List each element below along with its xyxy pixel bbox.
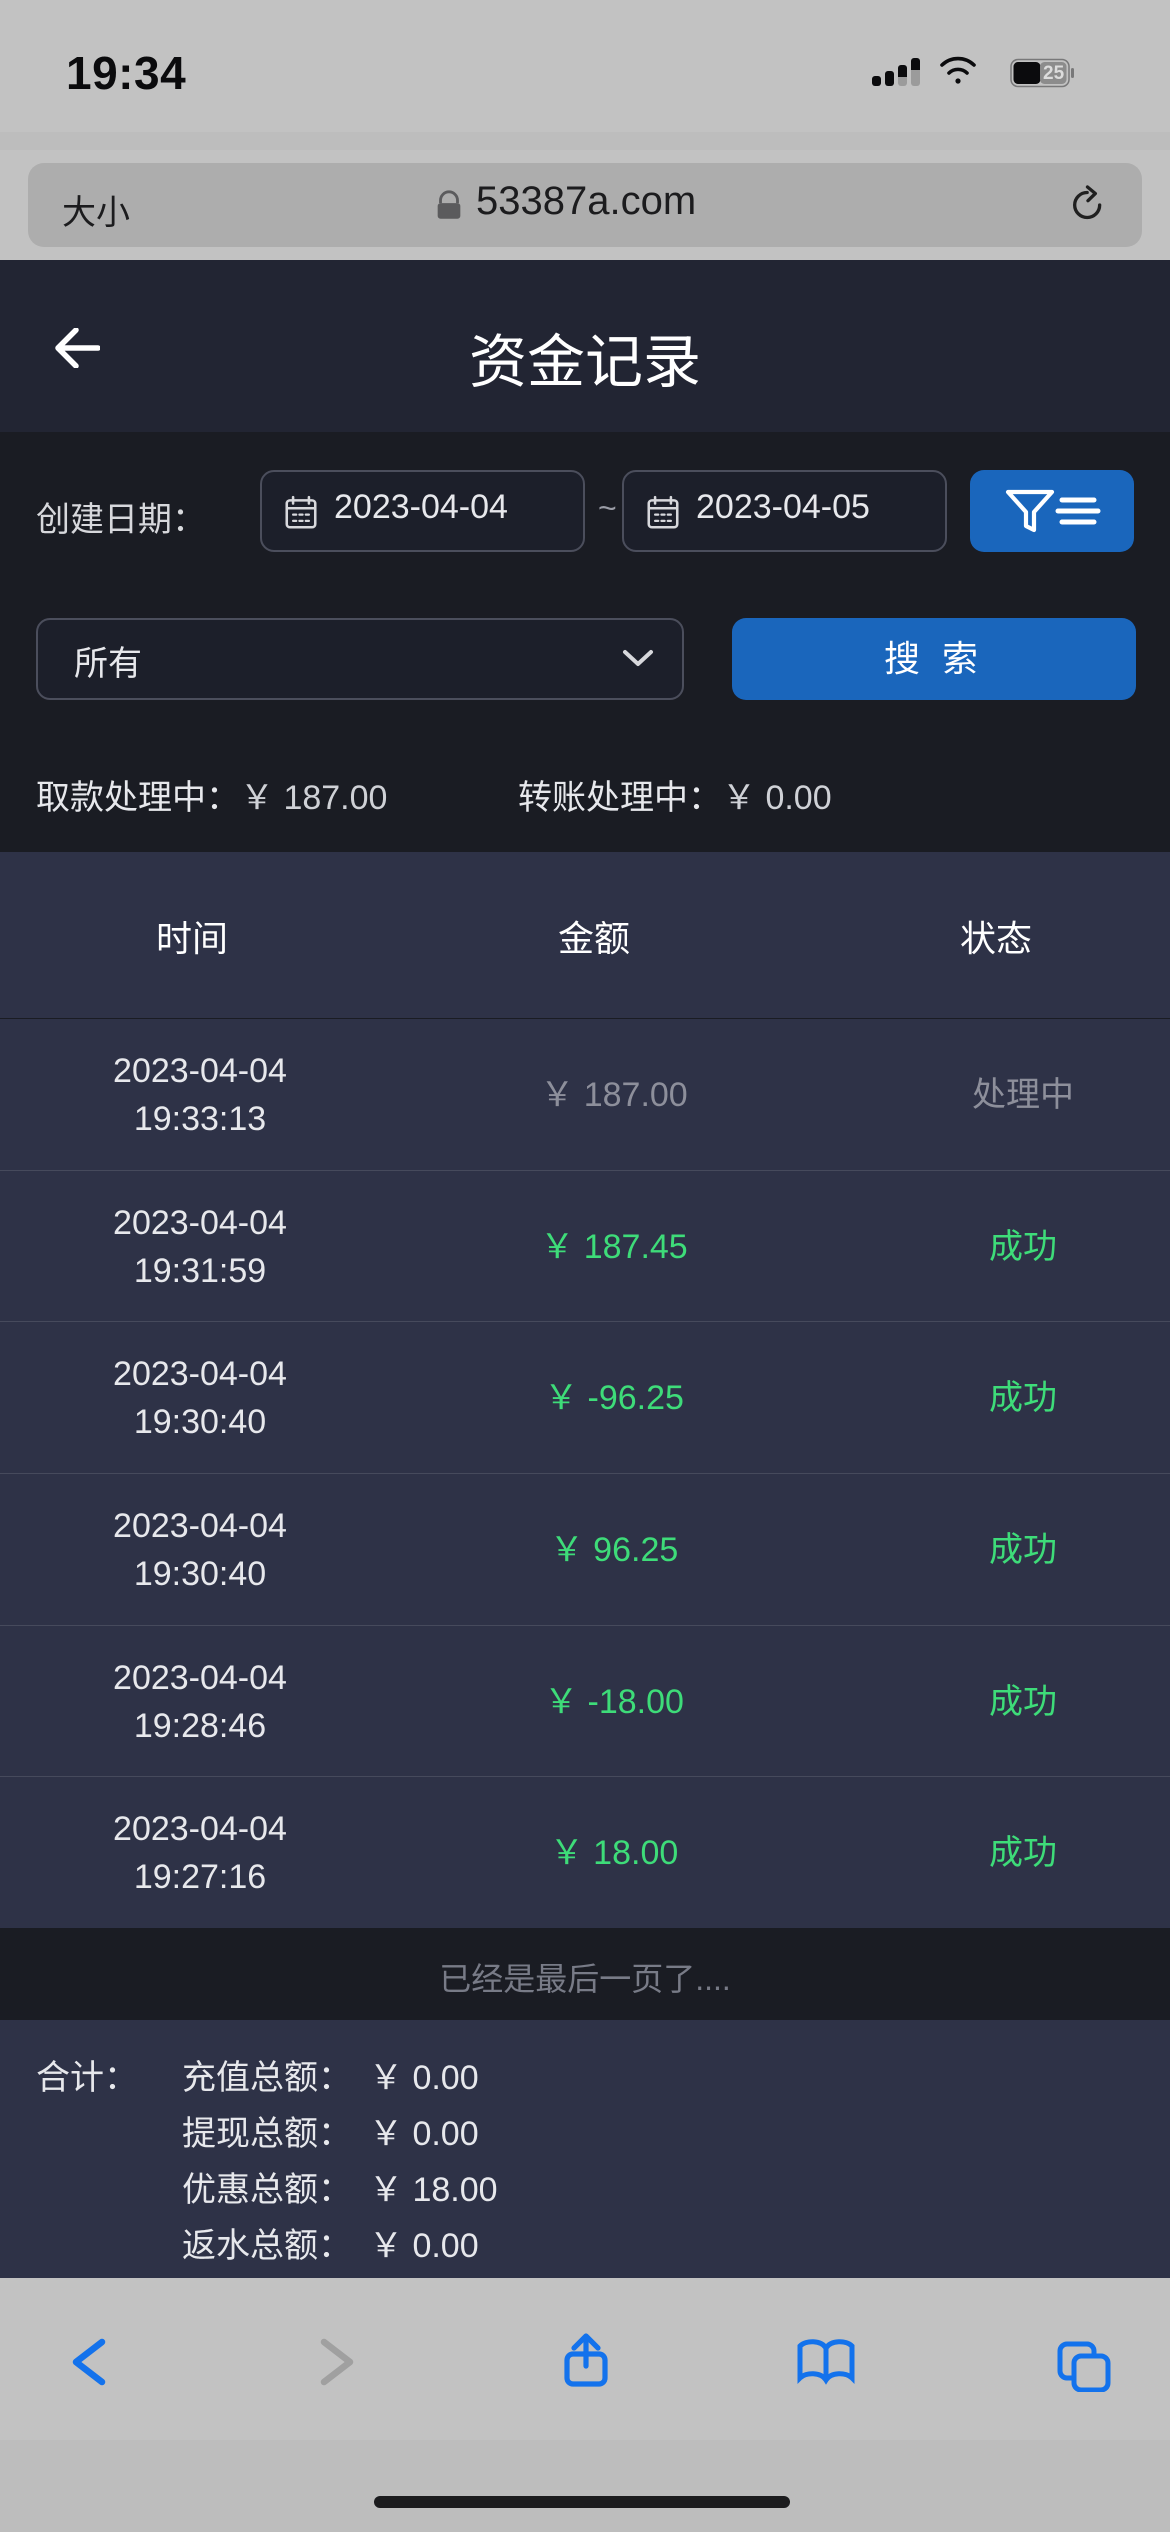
svg-text:25: 25 <box>1043 63 1065 84</box>
